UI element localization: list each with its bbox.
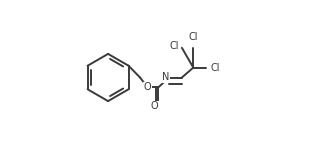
Text: O: O xyxy=(151,101,158,111)
Text: N: N xyxy=(162,73,169,82)
Text: Cl: Cl xyxy=(188,32,198,42)
Text: Cl: Cl xyxy=(210,63,220,73)
Text: Cl: Cl xyxy=(169,41,179,51)
Text: O: O xyxy=(144,82,151,92)
